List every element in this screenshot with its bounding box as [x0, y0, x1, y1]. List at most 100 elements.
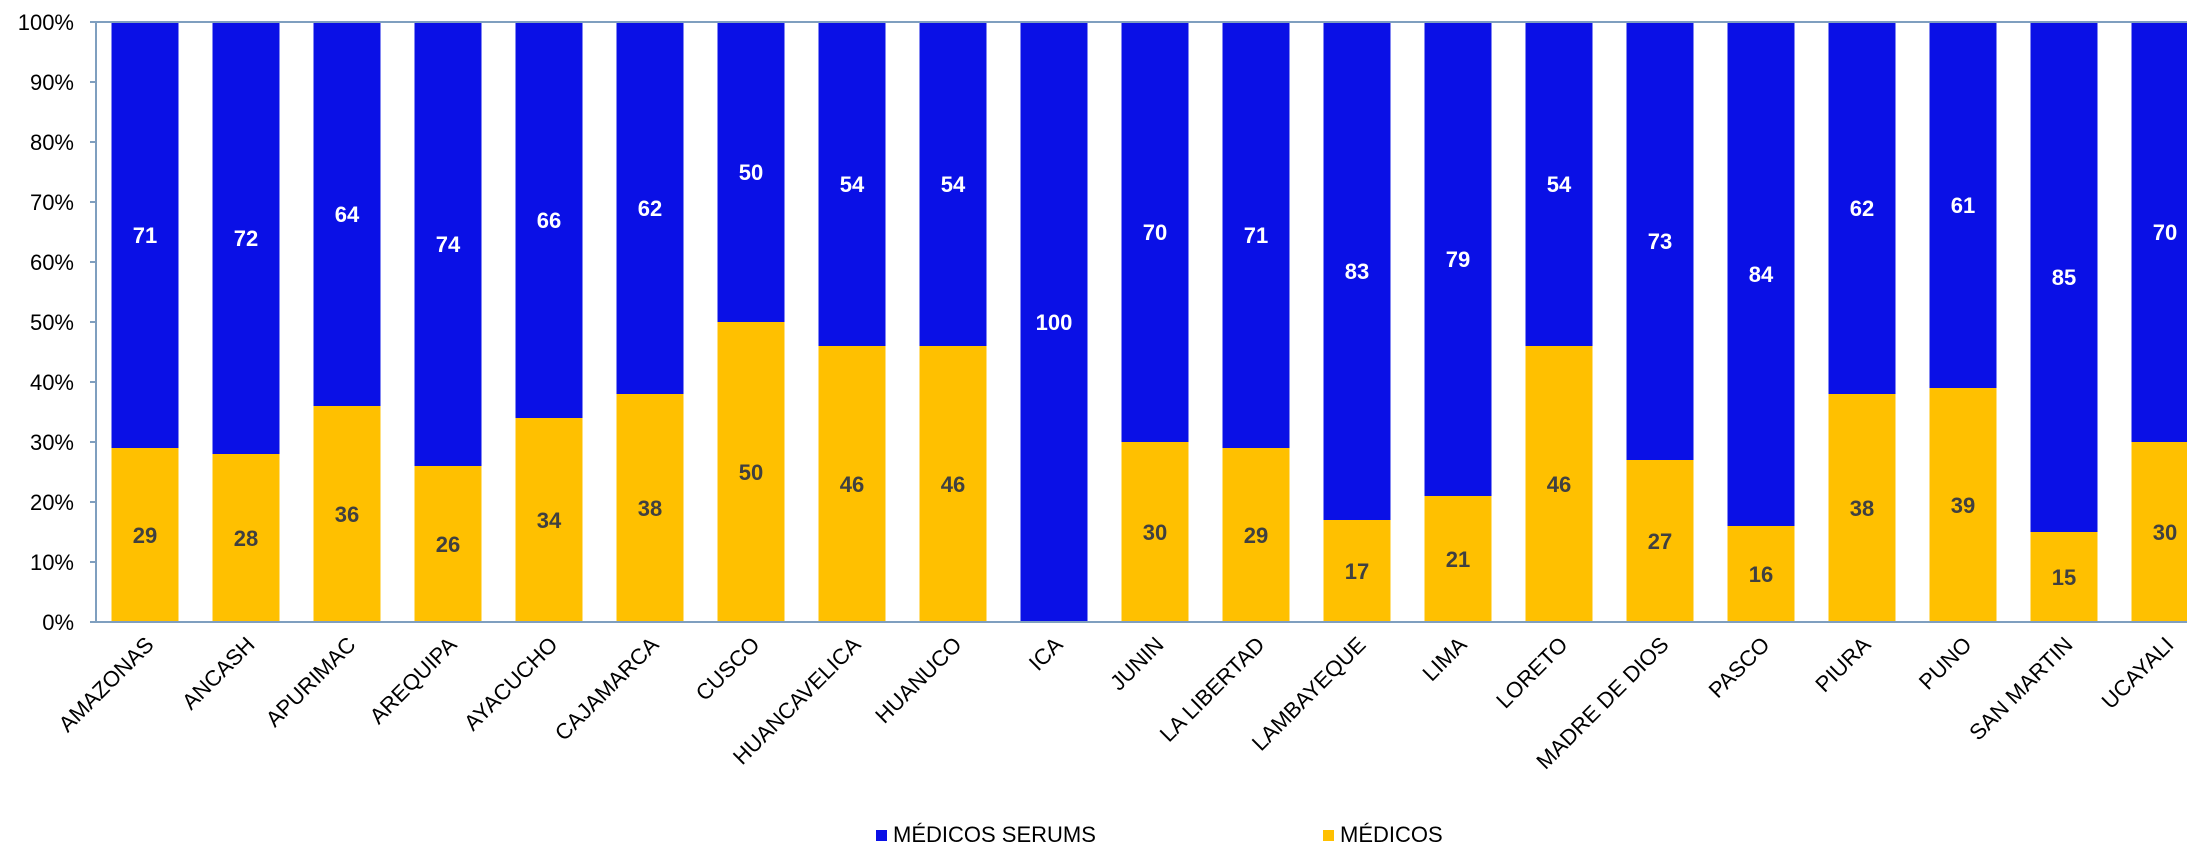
bar-segment — [1626, 22, 1694, 460]
bar-segment — [212, 22, 280, 454]
data-label: 28 — [234, 526, 258, 551]
y-tick-label: 20% — [30, 490, 74, 515]
data-label: 84 — [1749, 262, 1774, 287]
bar-segment — [1929, 22, 1997, 388]
bar-segment — [1727, 526, 1795, 622]
data-label: 70 — [1143, 220, 1167, 245]
y-axis-ticks: 0% 10% 20% 30% 40% 50% 60% 70% 80% 90% 100% — [18, 10, 96, 635]
bar-segment — [2131, 442, 2187, 622]
y-tick-label: 100% — [18, 10, 74, 35]
bar-segment — [1222, 22, 1290, 448]
data-label: 54 — [840, 172, 865, 197]
data-label: 74 — [436, 232, 461, 257]
bar-segment — [717, 22, 785, 322]
y-tick-label: 90% — [30, 70, 74, 95]
data-label: 54 — [1547, 172, 1572, 197]
bar-segment — [1424, 22, 1492, 496]
data-label: 61 — [1951, 193, 1975, 218]
bar-segment — [1121, 22, 1189, 442]
bar-segment — [1929, 388, 1997, 622]
data-label: 26 — [436, 532, 460, 557]
data-label: 15 — [2052, 565, 2076, 590]
data-label: 21 — [1446, 547, 1470, 572]
data-label: 100 — [1036, 310, 1073, 335]
bar-segment — [111, 448, 179, 622]
bar-segment — [1828, 22, 1896, 394]
bar-segment — [2030, 22, 2098, 532]
data-label: 16 — [1749, 562, 1773, 587]
data-label: 64 — [335, 202, 360, 227]
data-label: 72 — [234, 226, 258, 251]
bar-segment — [1323, 22, 1391, 520]
data-label: 38 — [1850, 496, 1874, 521]
bar-segment — [2030, 532, 2098, 622]
legend: MÉDICOS SERUMS MÉDICOS — [876, 822, 1443, 847]
data-label: 30 — [1143, 520, 1167, 545]
bar-segment — [1626, 460, 1694, 622]
data-label: 39 — [1951, 493, 1975, 518]
bar-segment — [1525, 22, 1593, 346]
data-label: 27 — [1648, 529, 1672, 554]
bar-segment — [1222, 448, 1290, 622]
data-label: 62 — [638, 196, 662, 221]
data-label: 50 — [739, 460, 763, 485]
bar-segment — [414, 22, 482, 466]
y-tick-label: 30% — [30, 430, 74, 455]
bar-segment — [919, 346, 987, 622]
legend-swatch — [876, 830, 887, 841]
bar-segment — [717, 322, 785, 622]
legend-label: MÉDICOS — [1340, 822, 1443, 847]
data-label: 83 — [1345, 259, 1369, 284]
bar-segment — [515, 418, 583, 622]
legend-label: MÉDICOS SERUMS — [893, 822, 1096, 847]
data-label: 54 — [941, 172, 966, 197]
bar-segment — [1525, 346, 1593, 622]
data-label: 46 — [840, 472, 864, 497]
data-label: 71 — [133, 223, 157, 248]
bar-segment — [414, 466, 482, 622]
data-label: 36 — [335, 502, 359, 527]
data-label: 46 — [1547, 472, 1571, 497]
data-label: 34 — [537, 508, 562, 533]
bar-segment — [111, 22, 179, 448]
y-tick-label: 80% — [30, 130, 74, 155]
y-tick-label: 70% — [30, 190, 74, 215]
legend-swatch — [1323, 830, 1334, 841]
data-label: 30 — [2153, 520, 2177, 545]
data-label: 46 — [941, 472, 965, 497]
y-tick-label: 0% — [42, 610, 74, 635]
data-label: 29 — [1244, 523, 1268, 548]
y-tick-label: 10% — [30, 550, 74, 575]
bar-segment — [1020, 22, 1088, 622]
bar-segment — [1424, 496, 1492, 622]
data-label: 85 — [2052, 265, 2076, 290]
bar-segment — [313, 406, 381, 622]
bar-segment — [1727, 22, 1795, 526]
data-labels-layer: 29 71 28 72 36 64 26 74 34 66 38 62 50 50 46 54 46 54 100 3… — [133, 160, 2177, 590]
bar-segment — [818, 22, 886, 346]
data-label: 50 — [739, 160, 763, 185]
y-tick-label: 50% — [30, 310, 74, 335]
bar-segment — [616, 394, 684, 622]
data-label: 38 — [638, 496, 662, 521]
data-label: 71 — [1244, 223, 1268, 248]
data-label: 66 — [537, 208, 561, 233]
data-label: 79 — [1446, 247, 1470, 272]
bar-segment — [212, 454, 280, 622]
data-label: 17 — [1345, 559, 1369, 584]
bar-segment — [1323, 520, 1391, 622]
bar-segment — [1121, 442, 1189, 622]
bar-segment — [2131, 22, 2187, 442]
data-label: 62 — [1850, 196, 1874, 221]
bar-segment — [919, 22, 987, 346]
y-tick-label: 60% — [30, 250, 74, 275]
bar-segment — [818, 346, 886, 622]
data-label: 73 — [1648, 229, 1672, 254]
bar-segment — [616, 22, 684, 394]
bar-segment — [313, 22, 381, 406]
data-label: 70 — [2153, 220, 2177, 245]
bar-segment — [515, 22, 583, 418]
bar-segment — [1828, 394, 1896, 622]
